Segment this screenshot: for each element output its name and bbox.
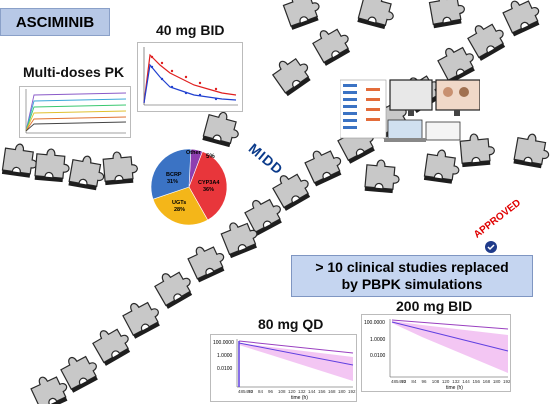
pie-slices: [150, 148, 228, 226]
plot200-xtick: 132: [452, 379, 460, 384]
plot200-ytick-2: 0.0100: [370, 353, 386, 359]
label-200mg-bid: 200 mg BID: [396, 298, 473, 314]
label-80mg-qd: 80 mg QD: [258, 316, 324, 332]
plot80-xtick: 144: [308, 389, 316, 394]
plot200-ytick-1: 1.0000: [370, 337, 386, 343]
summary-line-1: > 10 clinical studies replaced: [315, 259, 509, 275]
pie-slice-cyp3a4: [188, 151, 228, 221]
summary-line-2: by PBPK simulations: [341, 276, 483, 292]
label-multidose-pk: Multi-doses PK: [23, 64, 125, 80]
plot-40mg-bid: [137, 42, 243, 112]
plot80-xtick: 192: [348, 389, 356, 394]
pie-slice-bcrp: [150, 148, 192, 200]
approved-seal-icon: [485, 241, 497, 253]
plot80-ytick-2: 0.0100: [217, 366, 233, 372]
plot80-xtick: 120: [288, 389, 296, 394]
plot-multidose-pk: [19, 86, 131, 138]
pie-slice-ugts: [152, 186, 209, 226]
plot80-ytick-0: 100.0000: [213, 340, 234, 346]
plot200-xtick: 156: [472, 379, 480, 384]
pie-label-other-pct: 5%: [206, 154, 215, 160]
plot80-xtick: 108: [278, 389, 286, 394]
pie-label-cyp3a4: CYP3A4: [198, 180, 220, 186]
plot80-xtick: 132: [298, 389, 306, 394]
title-box: ASCIMINIB: [0, 8, 110, 36]
plot200-xtick: 192: [503, 379, 511, 384]
pie-label-bcrp: BCRP: [166, 172, 182, 178]
plot200-xtick: 120: [442, 379, 450, 384]
plot200-xtick: 72: [401, 379, 407, 384]
plot200-xtick: 108: [432, 379, 440, 384]
plot80-ytick-1: 1.0000: [217, 353, 233, 359]
pie-label-cyp3a4-pct: 36%: [203, 187, 214, 193]
plot80-xtick: 156: [318, 389, 326, 394]
plot200-xtick: 168: [483, 379, 491, 384]
plot200-xlabel: time (h): [446, 385, 463, 391]
plot200-ytick-0: 100.0000: [364, 320, 385, 326]
pie-label-ugts: UGTs: [172, 200, 186, 206]
plot80-xtick: 180: [338, 389, 346, 394]
pie-label-ugts-pct: 28%: [174, 207, 185, 213]
title-text: ASCIMINIB: [15, 13, 95, 31]
label-40mg-bid: 40 mg BID: [156, 22, 225, 38]
plot200-xtick: 96: [422, 379, 428, 384]
plot200-xtick: 144: [462, 379, 470, 384]
plot80-xtick: 485460: [238, 389, 254, 394]
summary-box: > 10 clinical studies replaced by PBPK s…: [291, 255, 533, 297]
plot80-xtick: 72: [248, 389, 254, 394]
plot200-xtick: 180: [493, 379, 501, 384]
pie-label-other: Other: [186, 150, 202, 156]
plot80-xtick: 84: [258, 389, 264, 394]
plot200-xtick: 84: [411, 379, 417, 384]
plot80-xlabel: time (h): [291, 395, 308, 401]
pie-label-bcrp-pct: 31%: [167, 179, 178, 185]
modeling-workflow-illustration: [340, 79, 480, 142]
plot80-xtick: 168: [328, 389, 336, 394]
plot200-xtick: 485460: [391, 379, 407, 384]
pie-chart: 5% Other CYP3A4 36% UGTs 28% BCRP 31%: [150, 148, 228, 226]
plot80-xtick: 96: [268, 389, 274, 394]
